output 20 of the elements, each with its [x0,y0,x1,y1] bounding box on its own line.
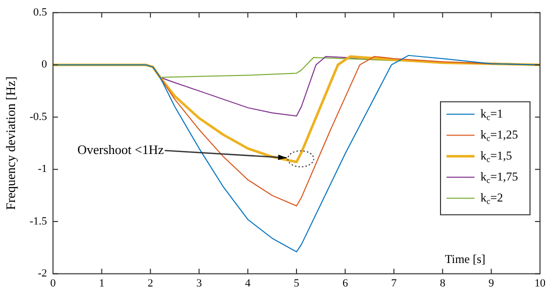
y-tick-label: -0.5 [30,110,48,123]
x-tick-label: 10 [534,277,546,290]
y-tick-label: 0 [42,58,48,71]
x-tick-label: 0 [50,277,56,290]
annotation: Overshoot <1Hz [77,142,164,157]
x-tick-label: 4 [245,277,252,290]
x-tick-label: 7 [391,277,398,290]
x-tick-label: 5 [294,277,300,290]
y-tick-label: -1 [38,163,48,176]
x-tick-label: 8 [440,277,446,290]
y-axis-title: Frequency deviation [Hz] [3,76,18,210]
x-tick-label: 6 [342,277,348,290]
x-tick-label: 3 [196,277,202,290]
x-tick-label: 9 [488,277,495,290]
y-tick-label: -2 [38,268,48,280]
x-tick-label: 1 [98,277,104,290]
x-tick-label: 2 [148,277,154,290]
x-axis-title: Time [s] [444,252,486,266]
y-tick-label: -1.5 [30,215,48,228]
y-tick-label: 0.5 [33,6,48,18]
